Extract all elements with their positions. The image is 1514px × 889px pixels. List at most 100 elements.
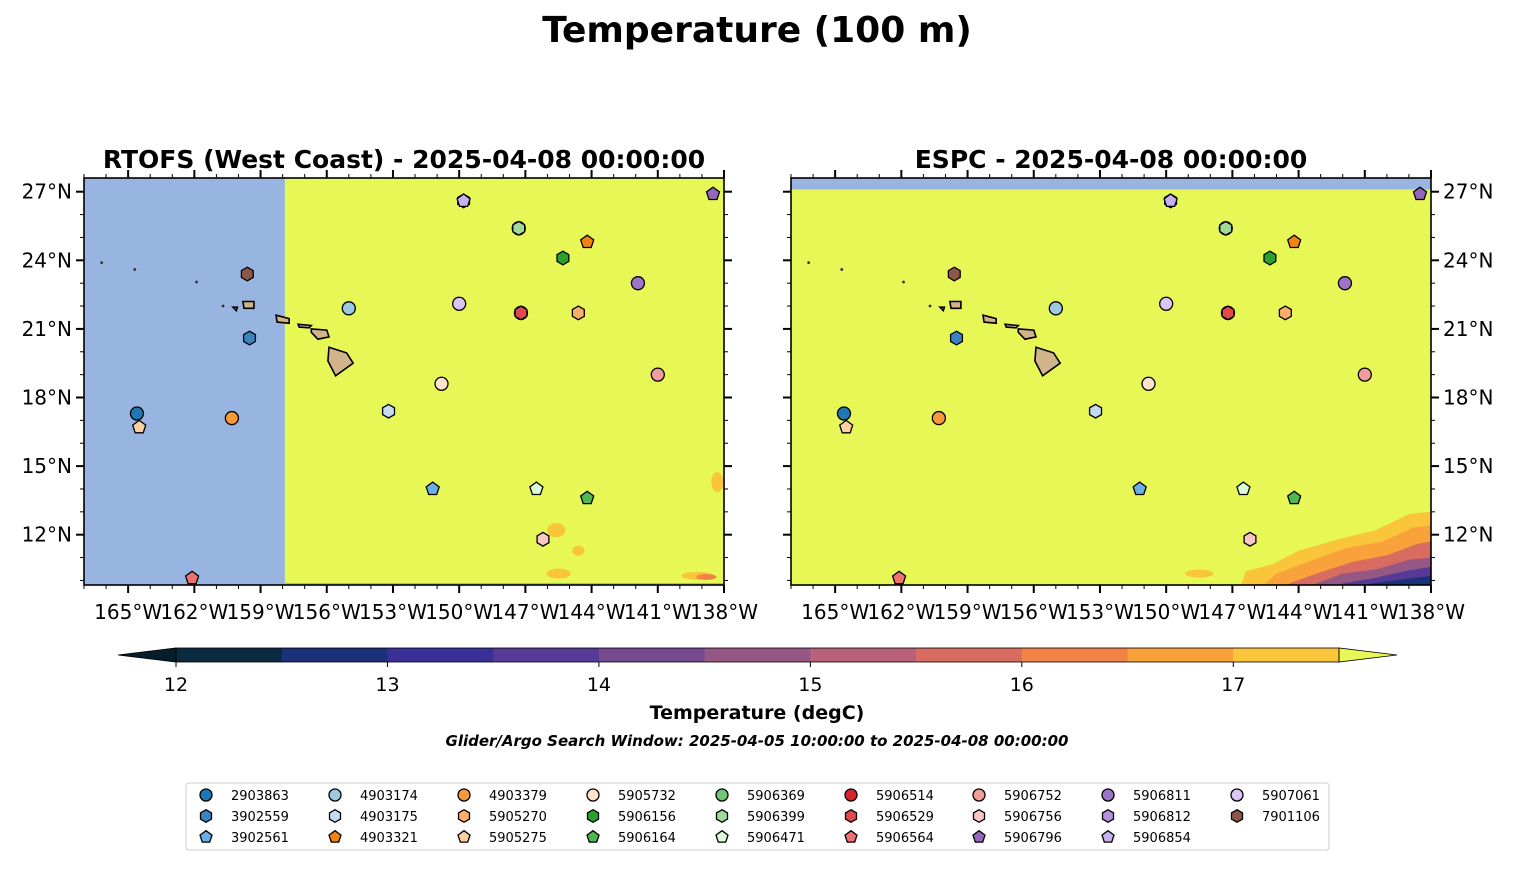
colorbar-segment <box>598 648 706 662</box>
island <box>310 328 331 341</box>
float-marker-5906811 <box>1337 276 1353 291</box>
float-marker-5905275 <box>838 419 854 434</box>
legend-marker-4903321 <box>328 829 342 843</box>
legend-marker-5906854 <box>1101 829 1115 843</box>
colorbar-tick-label: 13 <box>375 674 399 696</box>
legend-marker-5906564 <box>844 829 858 843</box>
float-marker-2903863 <box>129 406 145 421</box>
float-marker-5905732 <box>434 376 449 391</box>
legend-label-5906564: 5906564 <box>876 831 934 846</box>
float-marker-5906796 <box>1412 186 1428 201</box>
float-marker-5906164 <box>579 490 595 505</box>
temperature-patch <box>696 573 717 580</box>
legend-marker-4903174 <box>328 788 342 802</box>
lat-tick-label: 21°N <box>22 317 72 341</box>
float-marker-5907061 <box>452 296 467 311</box>
lon-tick-label: 138°W <box>690 600 758 624</box>
colorbar-tick-label: 15 <box>798 674 822 696</box>
lon-tick-label: 144°W <box>558 600 626 624</box>
lon-tick-label: 165°W <box>94 600 162 624</box>
temperature-patch <box>546 568 571 579</box>
legend-marker-5906752 <box>972 788 986 802</box>
float-marker-3902561 <box>1132 481 1147 496</box>
colorbar-tick-label: 16 <box>1010 674 1034 696</box>
legend-label-2903863: 2903863 <box>231 789 289 804</box>
lon-tick-label: 162°W <box>867 600 935 624</box>
float-marker-5906564 <box>184 570 200 585</box>
colorbar-segment <box>704 648 811 662</box>
colorbar-segment <box>387 648 494 662</box>
legend-marker-5906529 <box>844 808 858 824</box>
island <box>1017 328 1038 341</box>
legend-label-5906399: 5906399 <box>747 810 805 825</box>
legend-marker-7901106 <box>1230 808 1244 824</box>
colorbar-segment <box>810 648 917 662</box>
no-data-region <box>84 178 285 585</box>
panel-title-espc: ESPC - 2025-04-08 00:00:00 <box>915 145 1308 174</box>
float-marker-4903174 <box>341 301 356 316</box>
islet <box>840 268 844 271</box>
legend-label-5906471: 5906471 <box>747 831 805 846</box>
float-marker-2903863 <box>836 406 852 421</box>
lon-tick-label: 150°W <box>1132 600 1200 624</box>
lat-tick-label: 12°N <box>22 523 72 547</box>
lat-tick-label: 24°N <box>1443 248 1493 272</box>
lon-tick-label: 147°W <box>491 600 559 624</box>
legend-marker-5906399 <box>715 808 729 824</box>
legend-label-5906164: 5906164 <box>618 831 676 846</box>
legend-label-5906369: 5906369 <box>747 789 805 804</box>
island <box>948 300 962 310</box>
float-legend: 2903863 3902559 3902561 4903174 4903175 49033… <box>185 782 1330 851</box>
lon-tick-label: 162°W <box>160 600 228 624</box>
lon-tick-label: 150°W <box>425 600 493 624</box>
island <box>1003 323 1021 329</box>
legend-marker-5905270 <box>457 808 471 824</box>
legend-marker-5906811 <box>1101 788 1115 802</box>
legend-marker-5905732 <box>586 788 600 802</box>
legend-label-5906514: 5906514 <box>876 789 934 804</box>
legend-label-3902559: 3902559 <box>231 810 289 825</box>
islet <box>221 304 225 308</box>
islet <box>902 280 905 284</box>
suptitle: Temperature (100 m) <box>542 10 972 51</box>
temperature-patch <box>711 472 724 493</box>
legend-marker-5906514 <box>844 788 858 802</box>
legend-label-5905270: 5905270 <box>489 810 547 825</box>
colorbar-tick-label: 12 <box>164 674 188 696</box>
colorbar-extend-high <box>1338 647 1398 663</box>
float-marker-5906756 <box>1243 531 1257 547</box>
lon-tick-label: 159°W <box>934 600 1002 624</box>
colorbar-segment <box>1021 648 1129 662</box>
legend-label-5906854: 5906854 <box>1133 831 1191 846</box>
legend-label-5906812: 5906812 <box>1133 810 1191 825</box>
legend-marker-4903379 <box>457 788 471 802</box>
float-marker-4903174 <box>1048 301 1063 316</box>
float-marker-5906854 <box>1163 193 1178 208</box>
float-marker-5906854 <box>456 193 471 208</box>
colorbar-tick-label: 14 <box>587 674 611 696</box>
legend-label-4903379: 4903379 <box>489 789 547 804</box>
legend-label-5906811: 5906811 <box>1133 789 1191 804</box>
legend-label-5906752: 5906752 <box>1004 789 1062 804</box>
float-marker-5906752 <box>1357 367 1372 382</box>
legend-marker-3902559 <box>199 808 213 824</box>
legend-marker-4903175 <box>328 808 342 824</box>
float-marker-4903321 <box>1286 234 1302 249</box>
float-marker-3902559 <box>242 330 257 346</box>
temperature-patch <box>1185 569 1214 578</box>
lon-tick-label: 156°W <box>293 600 361 624</box>
float-marker-5906752 <box>650 367 665 382</box>
float-marker-5905270 <box>571 305 585 321</box>
island <box>327 346 355 377</box>
float-marker-5905270 <box>1278 305 1292 321</box>
lon-tick-label: 156°W <box>1000 600 1068 624</box>
no-data-region <box>791 178 1431 190</box>
float-marker-3902559 <box>949 330 964 346</box>
island <box>241 300 255 310</box>
temperature-patch <box>572 545 585 556</box>
lat-tick-label: 18°N <box>22 386 72 410</box>
legend-label-3902561: 3902561 <box>231 831 289 846</box>
map-panel-rtofs: RTOFS (West Coast) - 2025-04-08 00:00:00… <box>22 145 759 624</box>
colorbar-tick-label: 17 <box>1221 674 1245 696</box>
colorbar-segment <box>493 648 600 662</box>
